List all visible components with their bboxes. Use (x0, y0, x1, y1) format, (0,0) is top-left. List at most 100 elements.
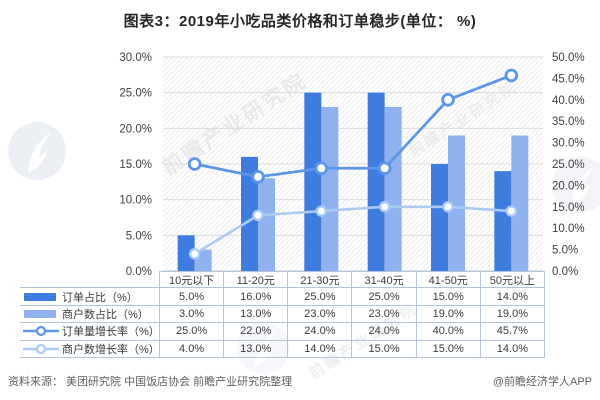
value-cell: 19.0% (416, 305, 481, 324)
combo-chart: 0.0% 5.0% 10.0% 15.0% 20.0% 25.0% 30.0% 0.0% 5.… (119, 52, 585, 275)
bar-商户数占比（%） (321, 106, 339, 271)
legend-data-table: 10元以下 11-20元 21-30元 31-40元 41-50元 50元以上订单占比（%… (20, 271, 545, 358)
line-marker-商户数增长率（%） (442, 201, 454, 213)
right-axis-tick-label: 15.0% (552, 202, 585, 214)
bar-订单占比（%） (431, 164, 448, 271)
left-axis-tick-label: 20.0% (119, 123, 152, 135)
value-cell: 5.0% (160, 288, 225, 306)
lines-layer (187, 68, 519, 260)
value-cell: 23.0% (288, 305, 353, 324)
value-cell: 23.0% (352, 305, 417, 324)
value-cell: 19.0% (480, 305, 545, 324)
line-marker-商户数增长率（%） (315, 205, 328, 217)
column-header-21-30元: 21-30元 (288, 271, 353, 289)
column-header-31-40元: 31-40元 (352, 271, 417, 289)
left-axis-tick-label: 25.0% (119, 88, 152, 100)
value-cell: 25.0% (352, 288, 417, 306)
series-label-text: 订单量增长率（%） (62, 326, 160, 339)
right-axis-tick-label: 50.0% (552, 52, 585, 64)
series-label-商户数增长率（%）: 商户数增长率（%） (20, 340, 160, 358)
bar-订单占比（%） (177, 235, 195, 271)
bar-商户数占比（%） (258, 178, 275, 271)
bar-商户数占比（%） (448, 135, 465, 271)
bar-订单占比（%） (367, 92, 385, 271)
line-marker-商户数增长率（%） (505, 205, 518, 217)
value-cell: 45.7% (480, 323, 545, 341)
chart-title: 图表3：2019年小吃品类价格和订单稳步(单位： %) (123, 13, 477, 30)
swatch-rect (24, 292, 56, 301)
line-marker-订单量增长率（%） (314, 161, 329, 176)
line-marker-订单量增长率（%） (377, 161, 392, 176)
left-axis-tick-label: 15.0% (119, 159, 152, 171)
right-axis-tick-label: 10.0% (552, 223, 585, 235)
value-cell: 15.0% (416, 288, 481, 306)
value-cell: 25.0% (288, 288, 353, 306)
line-marker-商户数增长率（%） (188, 248, 201, 260)
right-axis-tick-label: 40.0% (552, 95, 585, 107)
left-axis-tick-label: 10.0% (119, 195, 152, 207)
value-cell: 14.0% (480, 340, 545, 358)
right-axis-tick-label: 20.0% (552, 180, 585, 192)
column-header-10元以下: 10元以下 (160, 271, 225, 289)
line-商户数增长率（%） (193, 205, 513, 256)
bar-订单占比（%） (494, 171, 512, 271)
series-label-text: 订单占比（%） (62, 291, 138, 304)
value-cell: 16.0% (224, 288, 289, 306)
left-axis-tick-label: 30.0% (119, 52, 152, 64)
value-cell: 4.0% (160, 340, 225, 358)
table-corner-cell (20, 271, 160, 289)
right-axis-tick-label: 30.0% (552, 138, 585, 150)
right-axis-tick-label: 5.0% (552, 245, 578, 257)
value-cell: 14.0% (480, 288, 545, 306)
value-cell: 13.0% (224, 305, 289, 324)
bar-订单占比（%） (241, 156, 258, 271)
value-cell: 40.0% (416, 323, 481, 341)
series-label-商户数占比（%）: 商户数占比（%） (20, 305, 160, 324)
right-axis-tick-label: 35.0% (552, 116, 585, 128)
bars-layer (177, 92, 529, 271)
value-cell: 15.0% (352, 340, 417, 358)
column-header-41-50元: 41-50元 (416, 271, 481, 289)
bar-订单占比（%） (304, 92, 322, 271)
bar-商户数占比（%） (511, 135, 529, 271)
series-label-订单占比（%）: 订单占比（%） (20, 288, 160, 306)
value-cell: 15.0% (416, 340, 481, 358)
bar-swatch-icon (24, 309, 56, 318)
line-marker-订单量增长率（%） (251, 170, 265, 184)
value-cell: 13.0% (224, 340, 289, 358)
right-axis-ticks: 0.0% 5.0% 10.0% 15.0% 20.0% 25.0% 30.0% 35.0% 40… (552, 52, 585, 275)
column-header-11-20元: 11-20元 (224, 271, 289, 289)
line-marker-订单量增长率（%） (504, 68, 519, 83)
source-note: 资料来源： 美团研究院 中国饭店协会 前瞻产业研究院整理 (8, 376, 293, 388)
right-axis-tick-label: 25.0% (552, 159, 585, 171)
line-marker-订单量增长率（%） (187, 157, 202, 171)
series-label-text: 商户数增长率（%） (62, 343, 160, 356)
line-marker-swatch-icon (23, 343, 59, 354)
swatch-marker (35, 326, 47, 337)
value-cell: 14.0% (288, 340, 353, 358)
series-label-订单量增长率（%）: 订单量增长率（%） (20, 323, 160, 341)
line-marker-商户数增长率（%） (378, 201, 391, 213)
value-cell: 22.0% (224, 323, 289, 341)
left-axis-tick-label: 5.0% (126, 230, 152, 242)
right-axis-tick-label: 0.0% (552, 266, 578, 275)
bar-商户数占比（%） (384, 106, 402, 271)
line-订单量增长率（%） (193, 74, 513, 179)
line-marker-商户数增长率（%） (252, 209, 264, 222)
swatch-rect (24, 309, 56, 318)
series-label-text: 商户数占比（%） (62, 308, 149, 321)
left-axis-ticks: 0.0% 5.0% 10.0% 15.0% 20.0% 25.0% 30.0% (119, 52, 152, 275)
value-cell: 25.0% (160, 323, 225, 341)
column-header-50元以上: 50元以上 (480, 271, 545, 289)
value-cell: 24.0% (352, 323, 417, 341)
credit-note: @前瞻经济学人APP (492, 376, 592, 388)
bar-swatch-icon (24, 292, 56, 301)
swatch-marker (35, 343, 47, 354)
left-axis-tick-label: 0.0% (126, 266, 152, 275)
value-cell: 24.0% (288, 323, 353, 341)
line-marker-swatch-icon (23, 326, 59, 337)
right-axis-tick-label: 45.0% (552, 73, 585, 85)
line-marker-订单量增长率（%） (441, 92, 455, 107)
value-cell: 3.0% (160, 305, 225, 324)
